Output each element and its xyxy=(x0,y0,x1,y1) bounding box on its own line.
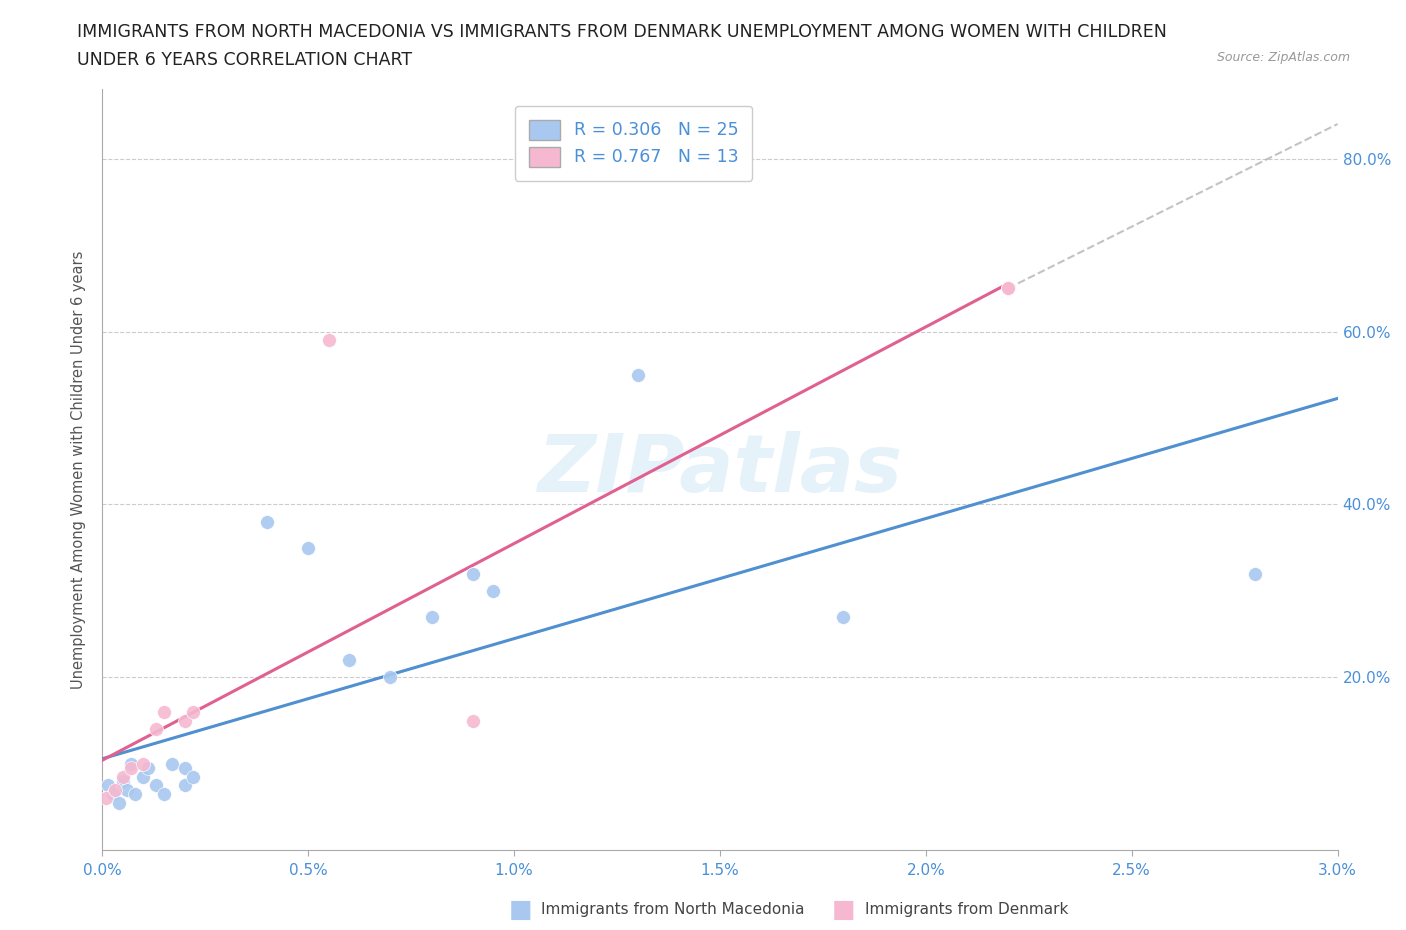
Text: UNDER 6 YEARS CORRELATION CHART: UNDER 6 YEARS CORRELATION CHART xyxy=(77,51,412,69)
Point xyxy=(832,609,855,624)
Point xyxy=(115,782,138,797)
Point xyxy=(111,774,134,789)
Point xyxy=(173,761,195,776)
Point xyxy=(153,705,176,720)
Point xyxy=(145,778,167,793)
Text: Immigrants from North Macedonia: Immigrants from North Macedonia xyxy=(541,902,804,917)
Point xyxy=(103,782,125,797)
Text: ■: ■ xyxy=(832,897,855,922)
Point xyxy=(120,761,142,776)
Point xyxy=(461,566,484,581)
Point xyxy=(1244,566,1267,581)
Point xyxy=(318,333,340,348)
Point xyxy=(997,281,1019,296)
Point xyxy=(173,713,195,728)
Point xyxy=(136,761,159,776)
Point xyxy=(181,705,204,720)
Point xyxy=(461,713,484,728)
Y-axis label: Unemployment Among Women with Children Under 6 years: Unemployment Among Women with Children U… xyxy=(72,251,86,689)
Point xyxy=(120,756,142,771)
Legend: R = 0.306   N = 25, R = 0.767   N = 13: R = 0.306 N = 25, R = 0.767 N = 13 xyxy=(515,106,752,180)
Point xyxy=(297,540,319,555)
Point xyxy=(101,787,124,802)
Point xyxy=(111,769,134,784)
Point xyxy=(337,653,360,668)
Point xyxy=(124,787,146,802)
Point xyxy=(107,795,129,810)
Text: ZIPatlas: ZIPatlas xyxy=(537,431,903,509)
Point xyxy=(482,583,505,598)
Point xyxy=(626,367,648,382)
Text: IMMIGRANTS FROM NORTH MACEDONIA VS IMMIGRANTS FROM DENMARK UNEMPLOYMENT AMONG WO: IMMIGRANTS FROM NORTH MACEDONIA VS IMMIG… xyxy=(77,23,1167,41)
Point xyxy=(420,609,443,624)
Point xyxy=(145,722,167,737)
Point xyxy=(153,787,176,802)
Point xyxy=(97,778,120,793)
Point xyxy=(256,514,278,529)
Text: Source: ZipAtlas.com: Source: ZipAtlas.com xyxy=(1216,51,1350,64)
Text: Immigrants from Denmark: Immigrants from Denmark xyxy=(865,902,1069,917)
Point xyxy=(132,756,155,771)
Point xyxy=(132,769,155,784)
Point xyxy=(997,281,1019,296)
Point xyxy=(160,756,183,771)
Point xyxy=(173,778,195,793)
Point xyxy=(380,670,402,684)
Point xyxy=(96,791,118,806)
Point xyxy=(181,769,204,784)
Text: ■: ■ xyxy=(509,897,531,922)
